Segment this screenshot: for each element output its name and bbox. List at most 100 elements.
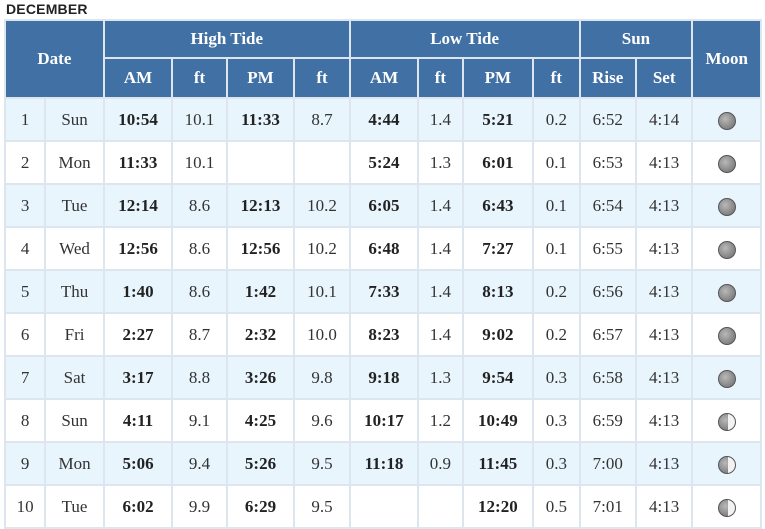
high-tide-am-height: 8.6 <box>171 183 228 228</box>
waning-gibbous-icon <box>717 369 736 388</box>
low-tide-am-time: 4:44 <box>348 97 420 142</box>
low-tide-pm-height: 0.3 <box>532 398 581 443</box>
date-weekday: Sat <box>44 355 105 400</box>
header-high-tide: High Tide <box>102 19 351 59</box>
low-tide-pm-height: 0.2 <box>532 97 581 142</box>
waning-gibbous-icon <box>717 154 736 173</box>
sunset-time: 4:13 <box>634 484 694 529</box>
high-tide-pm-time: 11:33 <box>225 97 296 142</box>
high-tide-pm-time: 12:13 <box>225 183 296 228</box>
low-tide-am-time: 9:18 <box>348 355 420 400</box>
waning-gibbous-icon <box>717 111 736 130</box>
high-tide-am-time: 6:02 <box>102 484 174 529</box>
low-tide-am-time: 6:48 <box>348 226 420 271</box>
header-low-am-ft: ft <box>417 57 464 99</box>
low-tide-am-time: 10:17 <box>348 398 420 443</box>
sunrise-time: 6:53 <box>578 140 637 185</box>
high-tide-pm-time: 12:56 <box>225 226 296 271</box>
tide-table: Date High Tide Low Tide Sun Moon AM ft P… <box>3 19 762 529</box>
low-tide-pm-height: 0.3 <box>532 441 581 486</box>
sunset-time: 4:13 <box>634 312 694 357</box>
waning-gibbous-icon <box>717 326 736 345</box>
sunrise-time: 6:58 <box>578 355 637 400</box>
low-tide-pm-height: 0.1 <box>532 183 581 228</box>
table-row: 5 Thu 1:40 8.6 1:42 10.1 7:33 1.4 8:13 0.2 6:56 4:1… <box>3 269 762 314</box>
sunset-time: 4:13 <box>634 226 694 271</box>
low-tide-pm-height: 0.5 <box>532 484 581 529</box>
high-tide-am-time: 12:56 <box>102 226 174 271</box>
moon-phase-cell <box>691 355 762 400</box>
waning-gibbous-icon <box>717 197 736 216</box>
date-weekday: Tue <box>44 484 105 529</box>
low-tide-pm-time: 8:13 <box>461 269 535 314</box>
sunrise-time: 6:59 <box>578 398 637 443</box>
header-sun: Sun <box>578 19 694 59</box>
low-tide-am-time: 11:18 <box>348 441 420 486</box>
table-row: 10 Tue 6:02 9.9 6:29 9.5 12:20 0.5 7:01 4:13 <box>3 484 762 529</box>
moon-phase-cell <box>691 183 762 228</box>
sunset-time: 4:13 <box>634 441 694 486</box>
high-tide-pm-height <box>293 140 351 185</box>
low-tide-pm-height: 0.1 <box>532 140 581 185</box>
high-tide-am-time: 2:27 <box>102 312 174 357</box>
high-tide-am-height: 9.1 <box>171 398 228 443</box>
high-tide-am-height: 8.8 <box>171 355 228 400</box>
date-day: 4 <box>3 226 47 271</box>
high-tide-am-height: 10.1 <box>171 97 228 142</box>
header-high-am-ft: ft <box>171 57 228 99</box>
header-date: Date <box>4 19 105 99</box>
moon-phase-cell <box>691 226 762 271</box>
low-tide-am-time <box>348 484 420 529</box>
sunset-time: 4:13 <box>634 355 694 400</box>
date-weekday: Thu <box>44 269 105 314</box>
low-tide-am-time: 5:24 <box>348 140 420 185</box>
low-tide-pm-time: 6:01 <box>461 140 535 185</box>
sunset-time: 4:13 <box>634 398 694 443</box>
table-row: 1 Sun 10:54 10.1 11:33 8.7 4:44 1.4 5:21 0.2 6:52 4… <box>3 97 762 142</box>
waning-gibbous-icon <box>717 240 736 259</box>
table-row: 8 Sun 4:11 9.1 4:25 9.6 10:17 1.2 10:49 0.3 6:59 4:… <box>3 398 762 443</box>
low-tide-pm-height: 0.3 <box>532 355 581 400</box>
high-tide-am-time: 12:14 <box>102 183 174 228</box>
date-weekday: Mon <box>44 441 105 486</box>
high-tide-pm-height: 9.5 <box>293 441 351 486</box>
header-high-pm: PM <box>225 57 296 99</box>
table-row: 9 Mon 5:06 9.4 5:26 9.5 11:18 0.9 11:45 0.3 7:00 4:… <box>3 441 762 486</box>
low-tide-am-height: 1.4 <box>417 312 464 357</box>
date-weekday: Wed <box>44 226 105 271</box>
date-day: 1 <box>3 97 47 142</box>
low-tide-am-height: 1.4 <box>417 269 464 314</box>
low-tide-am-height: 1.4 <box>417 226 464 271</box>
low-tide-am-time: 6:05 <box>348 183 420 228</box>
low-tide-pm-time: 9:02 <box>461 312 535 357</box>
high-tide-pm-height: 9.5 <box>293 484 351 529</box>
high-tide-pm-height: 10.0 <box>293 312 351 357</box>
low-tide-pm-height: 0.1 <box>532 226 581 271</box>
third-quarter-icon <box>717 455 736 474</box>
sunrise-time: 6:54 <box>578 183 637 228</box>
table-row: 3 Tue 12:14 8.6 12:13 10.2 6:05 1.4 6:43 0.1 6:54 4… <box>3 183 762 228</box>
header-sunset: Set <box>634 57 694 99</box>
high-tide-pm-time: 2:32 <box>225 312 296 357</box>
date-weekday: Fri <box>44 312 105 357</box>
date-weekday: Tue <box>44 183 105 228</box>
header-high-am: AM <box>102 57 174 99</box>
high-tide-am-height: 8.6 <box>171 269 228 314</box>
sunrise-time: 7:01 <box>578 484 637 529</box>
high-tide-am-time: 4:11 <box>102 398 174 443</box>
high-tide-am-height: 10.1 <box>171 140 228 185</box>
sunrise-time: 6:57 <box>578 312 637 357</box>
low-tide-pm-time: 10:49 <box>461 398 535 443</box>
moon-phase-cell <box>691 140 762 185</box>
table-row: 4 Wed 12:56 8.6 12:56 10.2 6:48 1.4 7:27 0.1 6:55 4… <box>3 226 762 271</box>
month-title: DECEMBER <box>6 1 88 17</box>
high-tide-am-time: 3:17 <box>102 355 174 400</box>
low-tide-am-time: 7:33 <box>348 269 420 314</box>
date-day: 7 <box>3 355 47 400</box>
high-tide-am-time: 5:06 <box>102 441 174 486</box>
high-tide-pm-height: 10.1 <box>293 269 351 314</box>
moon-phase-cell <box>691 398 762 443</box>
date-day: 3 <box>3 183 47 228</box>
date-weekday: Sun <box>44 398 105 443</box>
high-tide-pm-height: 10.2 <box>293 226 351 271</box>
